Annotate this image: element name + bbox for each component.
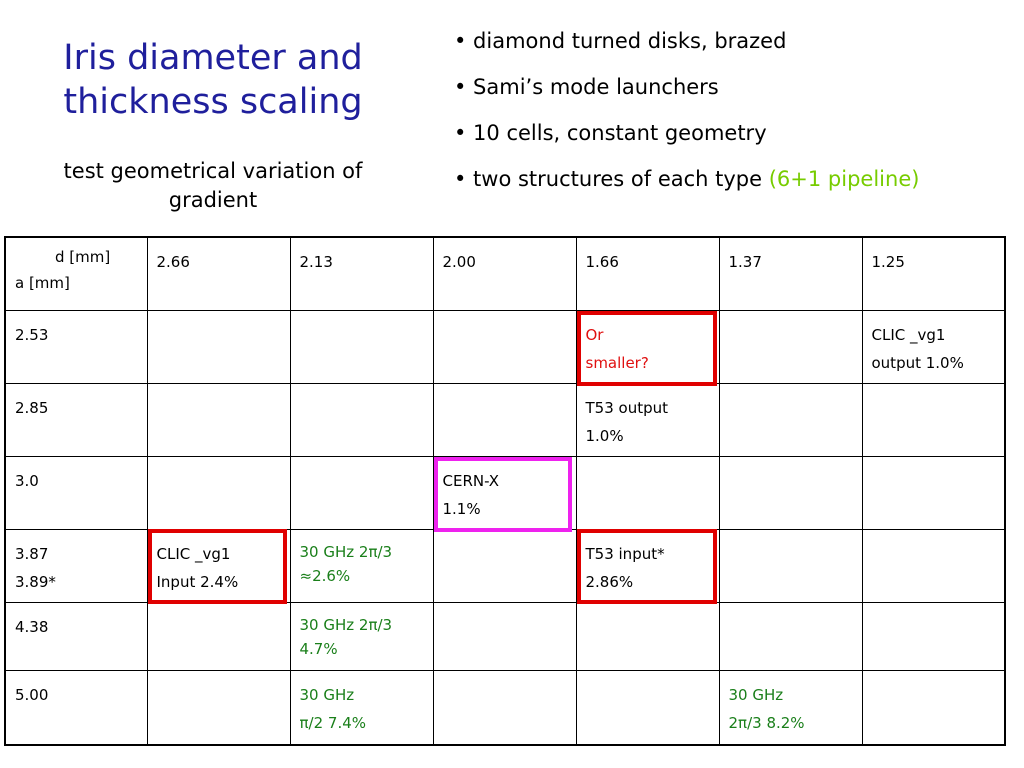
- bullet-item: • diamond turned disks, brazed: [454, 29, 787, 53]
- title-line-1: Iris diameter and: [63, 38, 363, 78]
- geometry-table: d [mm] a [mm] 2.66 2.13 2.00 1.66 1.37 1…: [4, 236, 1006, 746]
- slide-subtitle: test geometrical variation of gradient: [63, 159, 363, 212]
- table-cell-t53-output: T53 output 1.0%: [575, 382, 720, 457]
- table-cell: [432, 309, 577, 384]
- table-cell: [432, 528, 577, 603]
- bullet-item: • Sami’s mode launchers: [454, 75, 719, 99]
- table-cell-30ghz: 30 GHz π/2 7.4%: [289, 669, 434, 746]
- a-value-cell: 2.85: [4, 382, 148, 457]
- a-value-cell: 3.87 3.89*: [4, 528, 148, 603]
- table-cell: [718, 309, 863, 384]
- table-cell-30ghz: 30 GHz 2π/3 4.7%: [289, 601, 434, 671]
- table-cell: [146, 669, 291, 746]
- table-cell: [289, 309, 434, 384]
- d-header-cell: 2.66: [146, 236, 291, 311]
- table-row: 3.0 CERN-X 1.1%: [4, 455, 1006, 532]
- table-cell-30ghz: 30 GHz 2π/3 8.2%: [718, 669, 863, 746]
- table-cell: [718, 601, 863, 671]
- a-value-cell: 3.0: [4, 455, 148, 530]
- table-cell: [718, 455, 863, 530]
- table-cell: [861, 601, 1006, 671]
- table-cell: [718, 382, 863, 457]
- table-cell: [861, 455, 1006, 530]
- a-value-cell: 4.38: [4, 601, 148, 671]
- table-cell: [861, 382, 1006, 457]
- a-axis-label: a [mm]: [15, 274, 70, 292]
- table-cell: [146, 309, 291, 384]
- bullet-list: • diamond turned disks, brazed • Sami’s …: [454, 26, 919, 210]
- table-row: 2.53 Or smaller? CLIC _vg1 output 1.0%: [4, 309, 1006, 386]
- table-cell-clic-vg1-input: CLIC _vg1 Input 2.4%: [146, 528, 291, 604]
- table-row: 2.85 T53 output 1.0%: [4, 382, 1006, 457]
- table-row: 3.87 3.89* CLIC _vg1 Input 2.4% 30 GHz 2…: [4, 528, 1006, 604]
- table-cell: [575, 669, 720, 746]
- d-header-cell: 1.25: [861, 236, 1006, 311]
- or-smaller-line-2: smaller?: [585, 353, 649, 372]
- corner-header-cell: d [mm] a [mm]: [4, 236, 148, 311]
- table-cell: [146, 455, 291, 530]
- a-value-cell: 2.53: [4, 309, 148, 384]
- table-row: 4.38 30 GHz 2π/3 4.7%: [4, 601, 1006, 671]
- table-cell: [432, 669, 577, 746]
- slide-title: Iris diameter and thickness scaling: [18, 36, 408, 124]
- table-cell-clic-vg1-output: CLIC _vg1 output 1.0%: [861, 309, 1006, 384]
- table-cell: [146, 601, 291, 671]
- table-cell-cern-x: CERN-X 1.1%: [432, 455, 577, 532]
- table-cell: [289, 382, 434, 457]
- a-value-cell: 5.00: [4, 669, 148, 746]
- table-cell-t53-input: T53 input* 2.86%: [575, 528, 720, 604]
- table-header-row: d [mm] a [mm] 2.66 2.13 2.00 1.66 1.37 1…: [4, 236, 1006, 311]
- or-smaller-line-1: Or: [585, 325, 604, 344]
- table-cell: [718, 528, 863, 603]
- table-cell: [146, 382, 291, 457]
- table-cell: [289, 455, 434, 530]
- table-cell-or-smaller: Or smaller?: [575, 309, 720, 386]
- table-cell-30ghz: 30 GHz 2π/3 ≈2.6%: [289, 528, 434, 603]
- d-header-cell: 2.13: [289, 236, 434, 311]
- table-cell: [575, 455, 720, 530]
- table-cell: [432, 601, 577, 671]
- table-row: 5.00 30 GHz π/2 7.4% 30 GHz 2π/3 8.2%: [4, 669, 1006, 746]
- red-highlight-box: [147, 528, 287, 604]
- bullet-item: • 10 cells, constant geometry: [454, 121, 767, 145]
- red-highlight-box: [576, 528, 717, 604]
- pipeline-note: (6+1 pipeline): [768, 167, 920, 191]
- title-line-2: thickness scaling: [63, 82, 363, 122]
- table-cell: [861, 669, 1006, 746]
- bullet-item: • two structures of each type (6+1 pipel…: [454, 167, 920, 191]
- d-header-cell: 1.66: [575, 236, 720, 311]
- red-highlight-box: [576, 310, 717, 386]
- d-header-cell: 2.00: [432, 236, 577, 311]
- magenta-highlight-box: [433, 456, 572, 532]
- d-axis-label: d [mm]: [55, 248, 111, 266]
- table-cell: [575, 601, 720, 671]
- table-cell: [432, 382, 577, 457]
- table-cell: [861, 528, 1006, 603]
- d-header-cell: 1.37: [718, 236, 863, 311]
